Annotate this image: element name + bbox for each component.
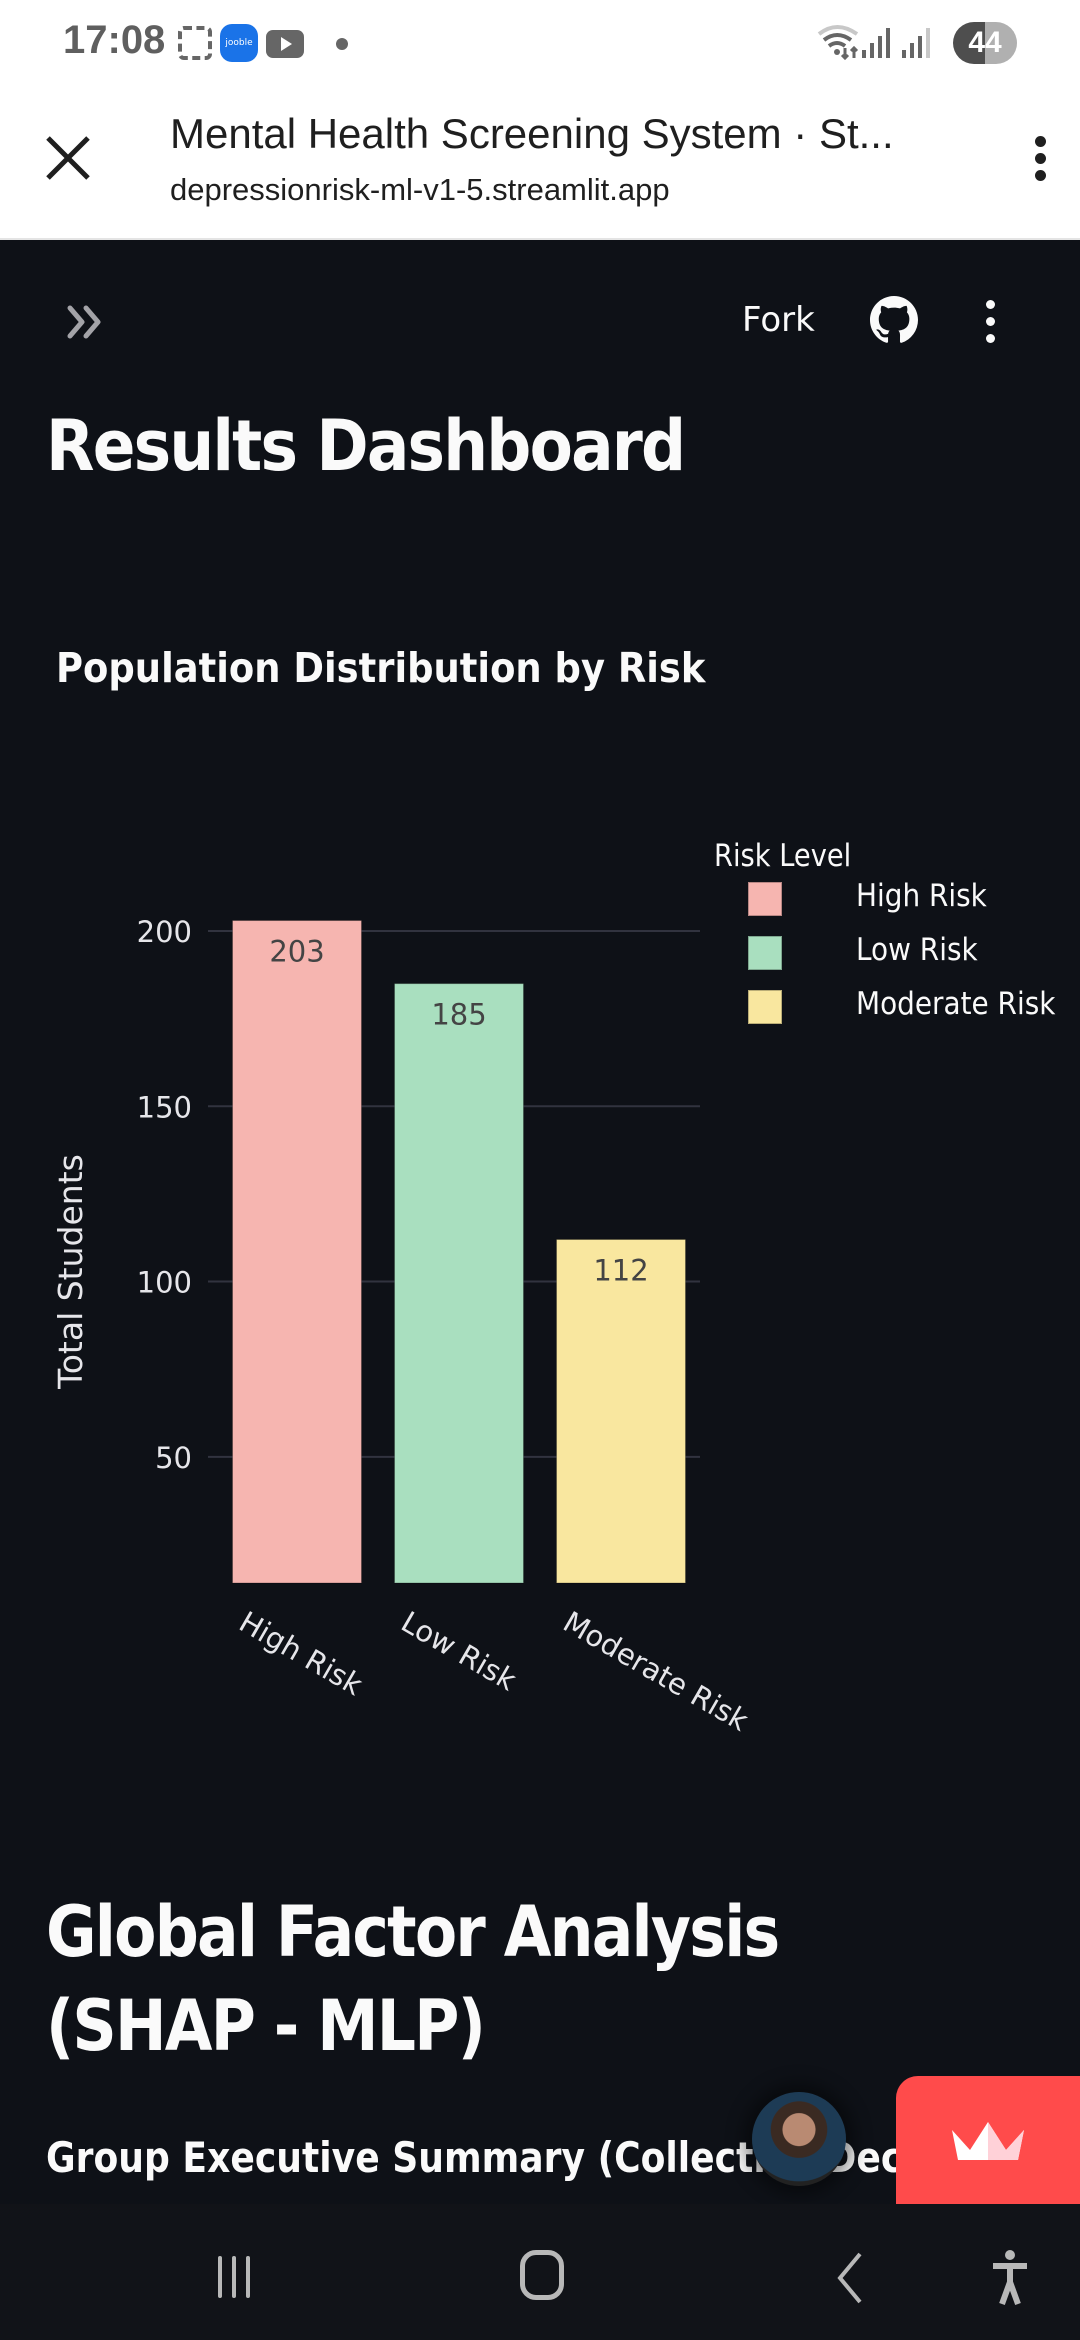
bar-data-label: 185 [431,998,486,1032]
dot-icon [1034,153,1046,164]
recent-apps-icon [246,2256,250,2298]
recent-apps-icon [218,2256,222,2298]
screenshot-icon [178,26,212,60]
legend-label: Moderate Risk [856,986,1056,1022]
app-menu-button[interactable] [978,300,1002,348]
bar-data-label: 112 [593,1253,648,1287]
accessibility-icon[interactable] [990,2248,1030,2308]
status-time: 17:08 [63,18,166,62]
home-button[interactable] [520,2250,564,2300]
signal-strength-icon [902,28,930,58]
status-bar: 17:08 jooble 44 [0,0,1080,90]
recent-apps-button[interactable] [218,2256,262,2300]
streamlit-badge-button[interactable] [896,2076,1080,2204]
risk-distribution-chart: Population Distribution by Risk 50 100 150… [0,620,1080,1770]
y-tick-label: 50 [155,1441,192,1475]
chart-legend: Risk Level High Risk Low Risk Moderate R… [714,838,1055,1036]
y-axis-label: Total Students [51,1154,90,1390]
dot-icon [985,317,995,326]
bar-moderate-risk [556,1238,686,1584]
browser-menu-button[interactable] [1020,132,1060,192]
expand-sidebar-icon[interactable] [62,302,112,342]
dot-icon [1034,136,1046,147]
legend-item-low-risk[interactable]: Low Risk [748,928,978,982]
bar-low-risk [394,983,524,1584]
x-tick-label: High Risk [234,1605,369,1703]
fork-button[interactable]: Fork [742,300,815,340]
legend-item-high-risk[interactable]: High Risk [748,874,987,928]
legend-swatch [748,990,782,1024]
wifi-icon [817,25,859,61]
x-tick-label: Moderate Risk [558,1605,755,1738]
browser-header: Mental Health Screening System · St... d… [0,90,1080,240]
app-toolbar: Fork [0,242,1080,362]
legend-label: Low Risk [856,932,978,968]
streamlit-crown-icon [952,2122,1024,2160]
legend-swatch [748,882,782,916]
y-tick-label: 100 [137,1266,192,1300]
dot-icon [985,300,995,309]
y-tick-label: 200 [137,915,192,949]
jooble-app-icon: jooble [220,24,258,62]
recent-apps-icon [232,2256,236,2298]
back-icon[interactable] [830,2250,870,2306]
youtube-icon [266,30,304,58]
system-nav-bar [0,2204,1080,2340]
legend-item-moderate-risk[interactable]: Moderate Risk [748,982,1055,1036]
dot-icon [985,334,995,343]
user-avatar[interactable] [752,2092,846,2186]
dot-icon [1034,170,1046,181]
battery-indicator: 44 [953,22,1017,64]
close-icon[interactable] [40,130,96,186]
more-notifications-dot-icon [336,38,348,50]
page-url[interactable]: depressionrisk-ml-v1-5.streamlit.app [170,172,670,207]
legend-title: Risk Level [714,838,852,874]
y-tick-label: 150 [137,1090,192,1124]
legend-swatch [748,936,782,970]
bar-high-risk [232,920,362,1584]
github-icon[interactable] [870,296,918,344]
shap-section-heading: Global Factor Analysis (SHAP - MLP) [46,1891,780,2067]
signal-strength-icon [862,28,890,58]
chart-title: Population Distribution by Risk [56,644,706,692]
bar-data-label: 203 [269,935,324,969]
legend-label: High Risk [856,878,987,914]
dashboard-heading: Results Dashboard [46,405,686,487]
x-tick-label: Low Risk [396,1605,523,1698]
page-title: Mental Health Screening System · St... [170,110,894,157]
chart-plot: 50 100 150 200 Total Students 203 High Risk 185… [51,915,755,1738]
